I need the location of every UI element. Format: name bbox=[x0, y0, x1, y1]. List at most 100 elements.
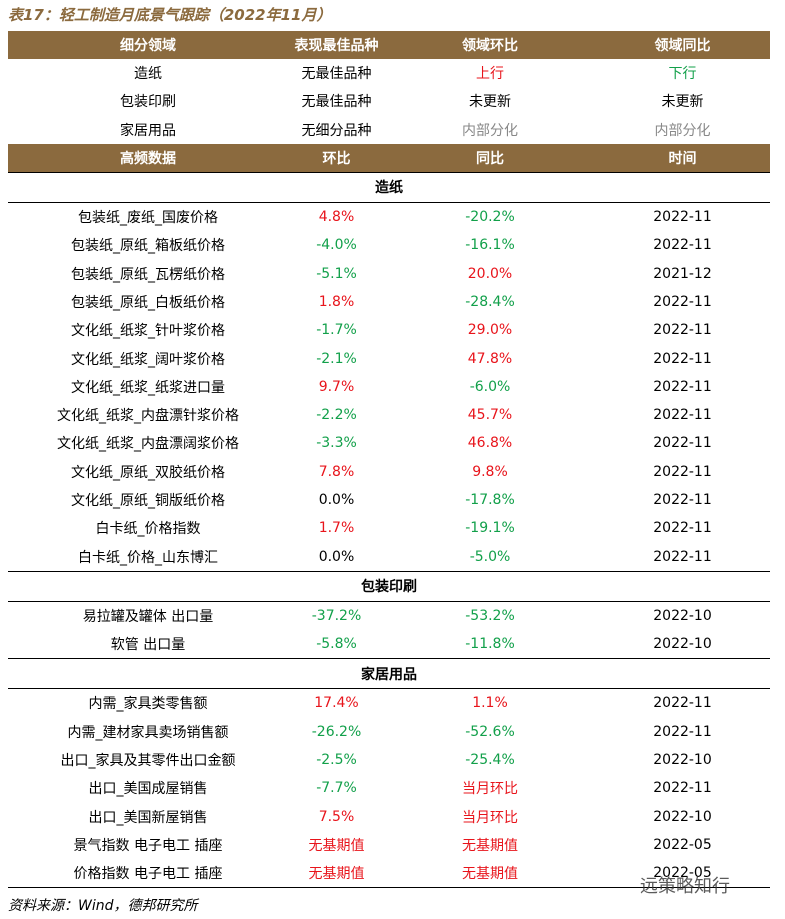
cell: 20.0% bbox=[467, 265, 513, 282]
cell: 造纸 bbox=[134, 66, 162, 83]
cell: -37.2% bbox=[311, 607, 362, 624]
cell: 包装纸_原纸_箱板纸价格 bbox=[71, 238, 225, 255]
cell: -19.1% bbox=[465, 520, 515, 537]
cell: -25.4% bbox=[465, 752, 515, 769]
cell: 领域同比 bbox=[595, 31, 770, 59]
cell: -52.6% bbox=[465, 723, 515, 740]
cell: 同比 bbox=[385, 143, 595, 173]
cell: 家居用品 bbox=[8, 658, 770, 690]
cell: 2022-10 bbox=[653, 607, 712, 624]
data-row: 包装纸_原纸_白板纸价格 1.8% -28.4% 2022-11 bbox=[8, 288, 770, 316]
cell: 2022-11 bbox=[653, 237, 712, 254]
cell: 无基期值 bbox=[288, 859, 385, 889]
cell: 无细分品种 bbox=[301, 122, 372, 139]
cell: 无基期值 bbox=[308, 837, 365, 854]
cell: 下行 bbox=[668, 66, 697, 83]
cell: 领域环比 bbox=[385, 31, 595, 59]
data-row: 价格指数 电子电工 插座 无基期值 无基期值 2022-05 bbox=[8, 859, 770, 889]
data-row: 出口_家具及其零件出口金额 -2.5% -25.4% 2022-10 bbox=[8, 746, 770, 774]
cell: 无基期值 bbox=[462, 837, 518, 854]
data-row: 内需_建材家具卖场销售额 -26.2% -52.6% 2022-11 bbox=[8, 718, 770, 746]
cell: 内需_建材家具卖场销售额 bbox=[67, 724, 229, 741]
cell: 白卡纸_价格指数 bbox=[95, 521, 201, 538]
data-row: 包装纸_废纸_国废价格 4.8% -20.2% 2022-11 bbox=[8, 202, 770, 231]
data-row: 内需_家具类零售额 17.4% 1.1% 2022-11 bbox=[8, 689, 770, 718]
cell: 2022-11 bbox=[653, 492, 712, 508]
cell: -2.5% bbox=[316, 752, 357, 769]
data-row: 白卡纸_价格指数 1.7% -19.1% 2022-11 bbox=[8, 514, 770, 542]
cell: 上行 bbox=[476, 66, 504, 83]
data-row: 文化纸_原纸_铜版纸价格 0.0% -17.8% 2022-11 bbox=[8, 486, 770, 514]
data-row: 白卡纸_价格_山东博汇 0.0% -5.0% 2022-11 bbox=[8, 542, 770, 571]
cell: 出口_家具及其零件出口金额 bbox=[60, 753, 236, 770]
cell: 2022-10 bbox=[653, 808, 712, 825]
cell: 2022-11 bbox=[653, 520, 712, 537]
cell: 2022-11 bbox=[653, 350, 712, 367]
data-row: 文化纸_纸浆_内盘漂阔浆价格 -3.3% 46.8% 2022-11 bbox=[8, 429, 770, 457]
section-row: 家居用品 bbox=[8, 658, 770, 690]
cell: 2022-11 bbox=[653, 378, 712, 395]
cell: 环比 bbox=[288, 143, 385, 173]
cell: 17.4% bbox=[314, 695, 359, 712]
cell: 无基期值 bbox=[385, 859, 595, 889]
cell: 包装纸_原纸_瓦楞纸价格 bbox=[71, 266, 225, 283]
data-row: 出口_美国成屋销售 -7.7% 当月环比 2022-11 bbox=[8, 774, 770, 802]
cell: -1.7% bbox=[316, 322, 357, 339]
cell: -7.7% bbox=[316, 780, 357, 797]
cell: 表现最佳品种 bbox=[288, 31, 385, 59]
data-row: 文化纸_纸浆_纸浆进口量 9.7% -6.0% 2022-11 bbox=[8, 373, 770, 401]
cell: 2022-11 bbox=[653, 293, 712, 310]
cell: -26.2% bbox=[311, 723, 362, 740]
cell: 未更新 bbox=[469, 94, 511, 111]
data-row: 文化纸_纸浆_阔叶浆价格 -2.1% 47.8% 2022-11 bbox=[8, 344, 770, 372]
cell: 2022-10 bbox=[653, 636, 712, 653]
cell: 1.1% bbox=[472, 695, 508, 712]
watermark: 远策略知行 bbox=[640, 876, 730, 897]
cell: 无最佳品种 bbox=[301, 94, 372, 111]
cell: 文化纸_纸浆_内盘漂阔浆价格 bbox=[57, 436, 239, 453]
cell: 9.8% bbox=[472, 463, 508, 480]
cell: 文化纸_纸浆_阔叶浆价格 bbox=[71, 351, 225, 368]
cell: -20.2% bbox=[465, 209, 515, 226]
cell: 景气指数 电子电工 插座 bbox=[73, 837, 223, 854]
cell: 文化纸_纸浆_内盘漂针浆价格 bbox=[57, 408, 239, 425]
cell: 7.5% bbox=[318, 808, 355, 825]
cell: 2022-11 bbox=[653, 209, 712, 226]
cell: 7.8% bbox=[318, 463, 355, 480]
cell: -3.3% bbox=[316, 435, 357, 452]
cell: -4.0% bbox=[316, 237, 357, 254]
cell: 29.0% bbox=[467, 322, 513, 339]
cell: 出口_美国成屋销售 bbox=[88, 781, 208, 798]
cell: -16.1% bbox=[465, 237, 515, 254]
cell: -5.8% bbox=[316, 636, 357, 653]
cell: 1.8% bbox=[318, 293, 355, 310]
cell: 2022-11 bbox=[653, 322, 712, 339]
cell: 文化纸_原纸_铜版纸价格 bbox=[71, 493, 225, 509]
data-row: 景气指数 电子电工 插座 无基期值 无基期值 2022-05 bbox=[8, 831, 770, 859]
summary-row: 家居用品 无细分品种 内部分化 内部分化 bbox=[8, 116, 770, 144]
cell: 2022-11 bbox=[653, 723, 712, 740]
cell: 45.7% bbox=[467, 407, 513, 424]
cell: 2022-11 bbox=[653, 435, 712, 452]
cell: 文化纸_原纸_双胶纸价格 bbox=[71, 464, 225, 481]
cell: 2021-12 bbox=[653, 265, 712, 282]
cell: 未更新 bbox=[661, 94, 704, 111]
cell: 细分领域 bbox=[8, 31, 288, 59]
cell: 包装纸_原纸_白板纸价格 bbox=[71, 294, 225, 311]
summary-row: 包装印刷 无最佳品种 未更新 未更新 bbox=[8, 87, 770, 115]
table: 细分领域 表现最佳品种 领域环比 领域同比 造纸 无最佳品种 上行 下行 包装印刷 无最佳品种 未更… bbox=[8, 31, 770, 889]
cell: -2.2% bbox=[316, 407, 357, 424]
cell: 文化纸_纸浆_纸浆进口量 bbox=[71, 379, 225, 396]
cell: 2022-05 bbox=[595, 859, 770, 889]
cell: -5.0% bbox=[469, 548, 511, 565]
header-row: 高频数据 环比 同比 时间 bbox=[8, 143, 770, 173]
cell: 0.0% bbox=[318, 492, 355, 508]
cell: 内需_家具类零售额 bbox=[88, 696, 208, 713]
cell: 2022-11 bbox=[653, 695, 712, 712]
cell: 文化纸_纸浆_针叶浆价格 bbox=[71, 323, 225, 340]
cell: 2022-11 bbox=[653, 407, 712, 424]
cell: 包装印刷 bbox=[8, 570, 770, 602]
cell: 出口_美国新屋销售 bbox=[88, 809, 208, 826]
cell: 2022-11 bbox=[653, 463, 712, 480]
cell: 2022-11 bbox=[653, 780, 712, 797]
